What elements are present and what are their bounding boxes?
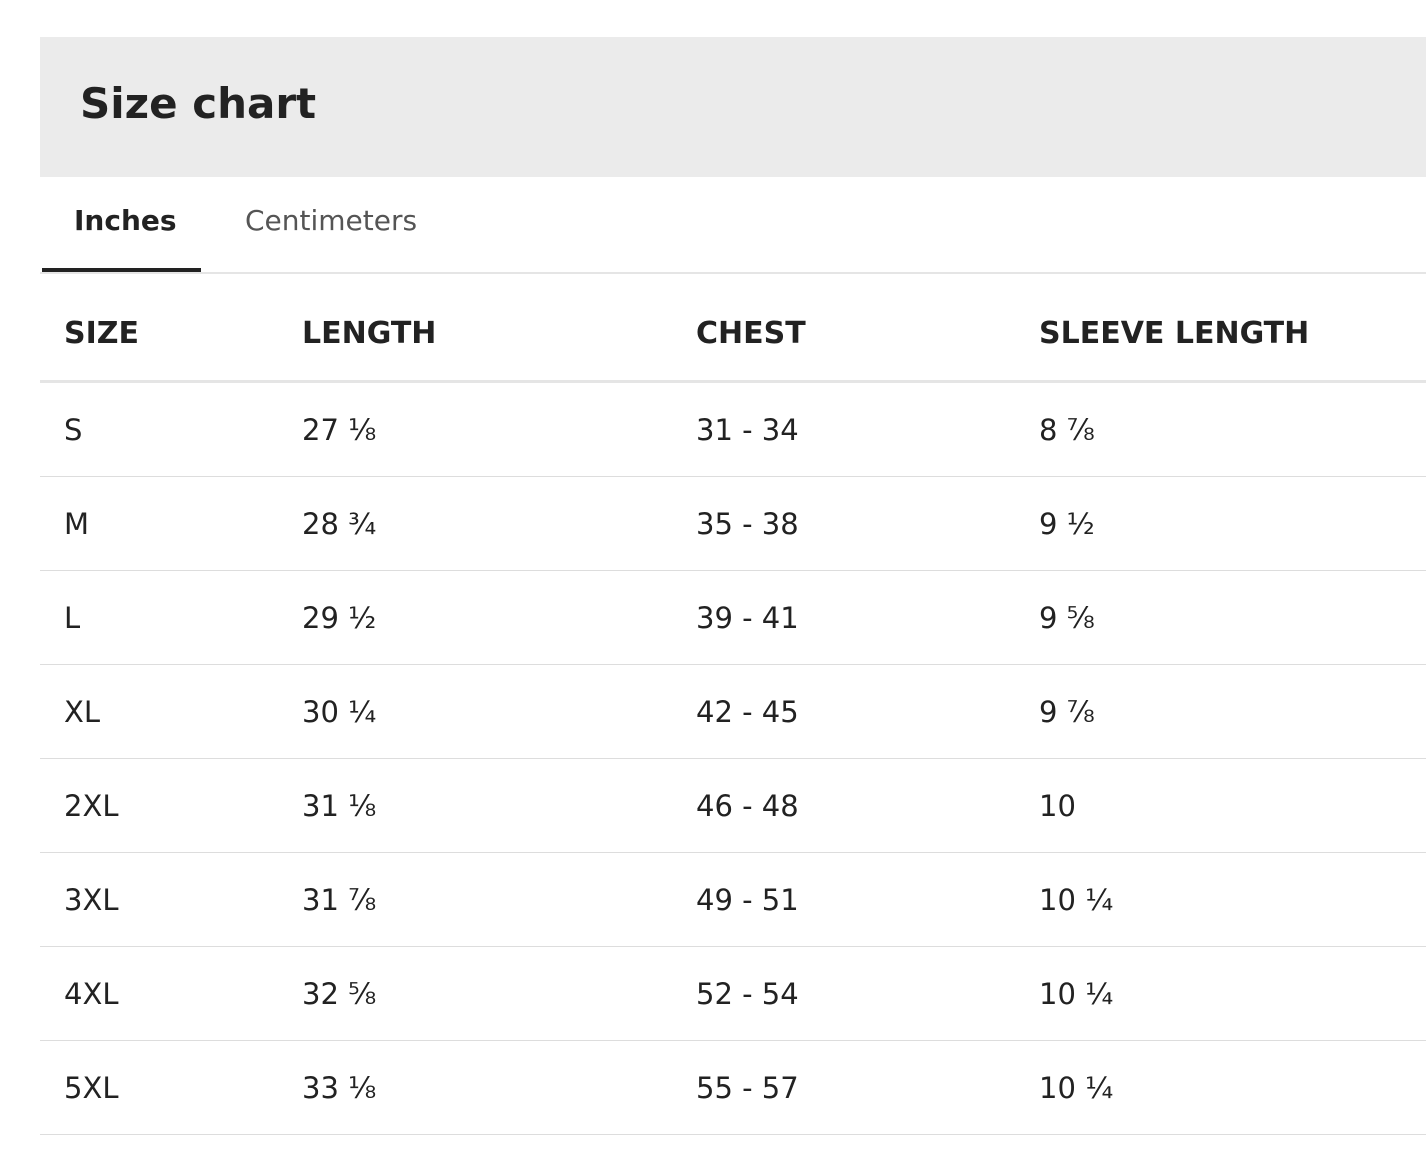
column-header: SIZE	[40, 286, 302, 383]
cell: 10 ¼	[1039, 1040, 1426, 1135]
cell: 9 ⅝	[1039, 570, 1426, 665]
cell: 55 - 57	[696, 1040, 1039, 1135]
header-row: SIZE LENGTH CHEST SLEEVE LENGTH	[40, 286, 1426, 383]
cell: 28 ¾	[302, 476, 696, 571]
title: Size chart	[80, 79, 317, 128]
cell: 10	[1039, 758, 1426, 853]
cell: 49 - 51	[696, 852, 1039, 947]
tab[interactable]: Inches	[74, 204, 177, 237]
cell: XL	[40, 664, 302, 759]
cell: 8 ⅞	[1039, 381, 1426, 477]
header: Size chart	[40, 37, 1426, 177]
row: 3XL 31 ⅞ 49 - 51 10 ¼	[40, 852, 1426, 947]
row: 4XL 32 ⅝ 52 - 54 10 ¼	[40, 946, 1426, 1041]
column-header: LENGTH	[302, 286, 696, 383]
cell: 33 ⅛	[302, 1040, 696, 1135]
cell: 9 ⅞	[1039, 664, 1426, 759]
row: M 28 ¾ 35 - 38 9 ½	[40, 476, 1426, 571]
cell: 31 ⅛	[302, 758, 696, 853]
cell: 32 ⅝	[302, 946, 696, 1041]
cell: S	[40, 381, 302, 477]
tab[interactable]: Centimeters	[245, 204, 418, 237]
column-header: CHEST	[696, 286, 1039, 383]
cell: 39 - 41	[696, 570, 1039, 665]
cell: 42 - 45	[696, 664, 1039, 759]
active-tab-indicator	[42, 268, 201, 272]
cell: 5XL	[40, 1040, 302, 1135]
cell: 10 ¼	[1039, 852, 1426, 947]
cell: 52 - 54	[696, 946, 1039, 1041]
cell: 31 ⅞	[302, 852, 696, 947]
row: L 29 ½ 39 - 41 9 ⅝	[40, 570, 1426, 665]
tabs: Inches Centimeters	[40, 178, 1426, 274]
cell: L	[40, 570, 302, 665]
row: 2XL 31 ⅛ 46 - 48 10	[40, 758, 1426, 853]
row: S 27 ⅛ 31 - 34 8 ⅞	[40, 381, 1426, 477]
cell: 29 ½	[302, 570, 696, 665]
cell: 30 ¼	[302, 664, 696, 759]
cell: 4XL	[40, 946, 302, 1041]
size-table: SIZE LENGTH CHEST SLEEVE LENGTH S 27 ⅛ 31 - 34…	[40, 286, 1426, 1135]
cell: 10 ¼	[1039, 946, 1426, 1041]
cell: 35 - 38	[696, 476, 1039, 571]
row: 5XL 33 ⅛ 55 - 57 10 ¼	[40, 1040, 1426, 1135]
cell: 2XL	[40, 758, 302, 853]
column-header: SLEEVE LENGTH	[1039, 286, 1426, 383]
cell: 27 ⅛	[302, 381, 696, 477]
cell: 31 - 34	[696, 381, 1039, 477]
cell: M	[40, 476, 302, 571]
cell: 3XL	[40, 852, 302, 947]
cell: 46 - 48	[696, 758, 1039, 853]
row: XL 30 ¼ 42 - 45 9 ⅞	[40, 664, 1426, 759]
cell: 9 ½	[1039, 476, 1426, 571]
